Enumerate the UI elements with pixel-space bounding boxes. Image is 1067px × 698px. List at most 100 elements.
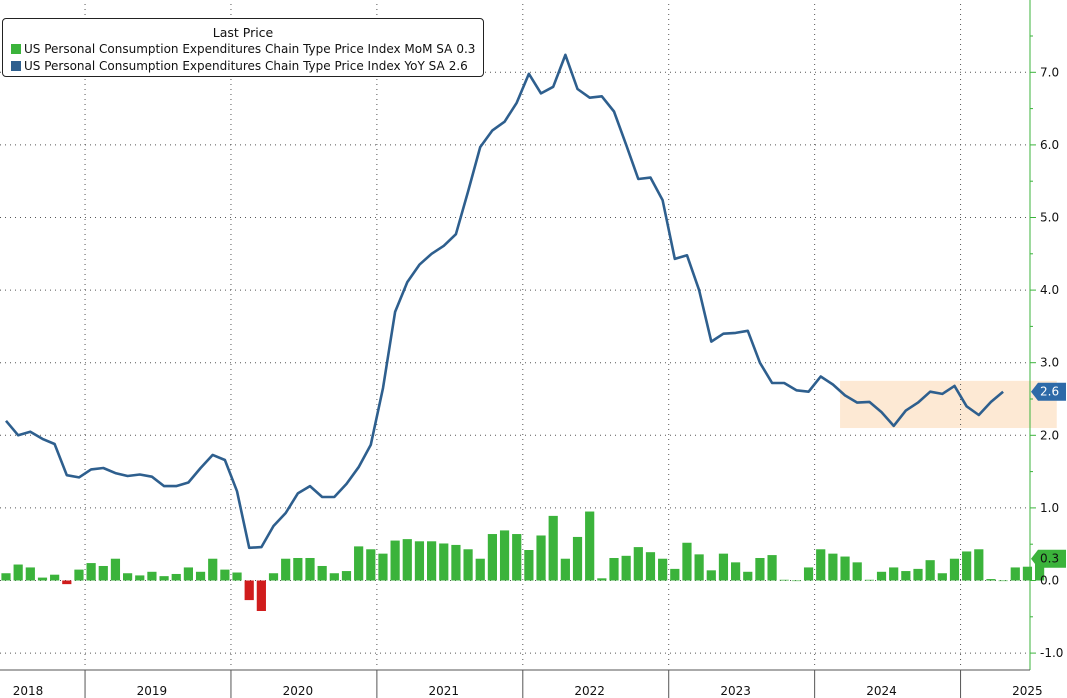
x-tick-label-2023: 2023 bbox=[720, 684, 751, 698]
mom-bar-78 bbox=[949, 558, 960, 581]
legend-value-mom: 0.3 bbox=[456, 42, 476, 56]
mom-bar-21 bbox=[256, 580, 266, 611]
mom-bar-47 bbox=[572, 536, 583, 581]
legend-entry-mom: US Personal Consumption Expenditures Cha… bbox=[11, 42, 475, 56]
mom-bar-85 bbox=[1035, 560, 1045, 581]
mom-bar-71 bbox=[864, 579, 874, 581]
mom-bar-69 bbox=[840, 556, 850, 581]
mom-bar-45 bbox=[548, 515, 558, 581]
y-tick-label-2: 1.0 bbox=[1040, 501, 1059, 515]
mom-bar-43 bbox=[524, 550, 534, 581]
x-tick-label-2021: 2021 bbox=[428, 684, 459, 698]
mom-bar-7 bbox=[86, 563, 96, 581]
x-tick-label-2020: 2020 bbox=[283, 684, 314, 698]
mom-bar-44 bbox=[536, 535, 546, 581]
mom-bar-53 bbox=[645, 552, 656, 581]
mom-bar-30 bbox=[366, 549, 376, 581]
mom-bar-74 bbox=[901, 571, 911, 581]
mom-bar-64 bbox=[779, 579, 789, 581]
mom-bar-32 bbox=[390, 540, 400, 581]
mom-bar-49 bbox=[597, 578, 607, 581]
mom-bar-83 bbox=[1010, 567, 1020, 581]
mom-bar-70 bbox=[852, 562, 862, 581]
mom-bar-84 bbox=[1022, 566, 1033, 581]
mom-bar-39 bbox=[475, 558, 485, 581]
mom-bar-2 bbox=[25, 567, 35, 581]
mom-bar-6 bbox=[74, 569, 84, 581]
mom-bar-17 bbox=[208, 558, 218, 581]
legend-label-yoy: US Personal Consumption Expenditures Cha… bbox=[24, 59, 445, 73]
mom-bar-29 bbox=[354, 546, 364, 581]
mom-bar-4 bbox=[50, 574, 60, 581]
mom-bar-42 bbox=[512, 534, 522, 581]
mom-bar-25 bbox=[305, 557, 315, 581]
mom-bar-72 bbox=[876, 571, 887, 581]
mom-bar-66 bbox=[803, 567, 814, 581]
mom-bar-73 bbox=[889, 567, 899, 581]
mom-bar-0 bbox=[1, 573, 11, 581]
mom-bar-1 bbox=[13, 564, 23, 581]
mom-bar-52 bbox=[633, 547, 643, 581]
mom-bar-57 bbox=[694, 554, 704, 581]
mom-bar-10 bbox=[123, 573, 133, 581]
y-tick-label-4: 3.0 bbox=[1040, 356, 1059, 370]
legend-title: Last Price bbox=[212, 25, 274, 40]
mom-bar-22 bbox=[268, 573, 279, 581]
mom-bar-81 bbox=[986, 579, 996, 581]
mom-bar-76 bbox=[925, 560, 935, 581]
mom-bar-82 bbox=[998, 580, 1008, 582]
mom-bar-9 bbox=[110, 558, 121, 581]
mom-bar-58 bbox=[706, 570, 716, 581]
mom-bar-40 bbox=[487, 534, 497, 581]
y-tick-label-8: 7.0 bbox=[1040, 65, 1059, 79]
mom-bar-20 bbox=[244, 580, 254, 601]
mom-last-value-tag-text: 0.3 bbox=[1040, 552, 1059, 566]
legend-label-mom: US Personal Consumption Expenditures Cha… bbox=[24, 42, 453, 56]
mom-bar-51 bbox=[621, 555, 631, 581]
x-tick-label-2024: 2024 bbox=[866, 684, 897, 698]
mom-bar-12 bbox=[147, 571, 157, 581]
y-tick-label-5: 4.0 bbox=[1040, 283, 1059, 297]
y-tick-label-0: -1.0 bbox=[1040, 646, 1063, 660]
mom-bar-26 bbox=[317, 565, 327, 581]
mom-bar-38 bbox=[463, 549, 473, 581]
mom-bar-11 bbox=[135, 575, 145, 581]
legend-entry-yoy: US Personal Consumption Expenditures Cha… bbox=[11, 59, 468, 73]
mom-bar-68 bbox=[828, 553, 838, 581]
mom-bar-75 bbox=[913, 568, 923, 581]
mom-bar-65 bbox=[791, 580, 801, 582]
y-tick-label-6: 5.0 bbox=[1040, 211, 1059, 225]
mom-bar-8 bbox=[98, 565, 108, 581]
mom-bar-67 bbox=[816, 549, 826, 581]
legend-value-yoy: 2.6 bbox=[448, 59, 468, 73]
mom-bar-55 bbox=[670, 568, 680, 581]
mom-last-value-tag-bg bbox=[1031, 549, 1066, 568]
mom-bar-61 bbox=[743, 571, 753, 581]
mom-bar-77 bbox=[937, 573, 947, 581]
y-tick-label-7: 6.0 bbox=[1040, 138, 1059, 152]
mom-bar-14 bbox=[171, 573, 181, 581]
mom-bar-3 bbox=[37, 577, 48, 581]
x-tick-label-2019: 2019 bbox=[137, 684, 168, 698]
mom-bar-62 bbox=[755, 557, 765, 581]
mom-bar-79 bbox=[962, 551, 972, 581]
mom-bar-35 bbox=[427, 541, 437, 581]
mom-bar-59 bbox=[718, 553, 729, 581]
mom-bar-19 bbox=[232, 572, 242, 581]
legend-swatch-yoy bbox=[11, 61, 21, 71]
mom-bar-28 bbox=[341, 571, 352, 581]
yoy-line bbox=[5, 53, 1004, 550]
mom-bar-63 bbox=[767, 555, 777, 581]
mom-bar-31 bbox=[378, 553, 388, 581]
mom-bar-27 bbox=[329, 573, 339, 581]
mom-bar-80 bbox=[974, 549, 984, 581]
mom-bar-37 bbox=[451, 544, 461, 581]
mom-bar-56 bbox=[682, 542, 692, 581]
legend-swatch-mom bbox=[11, 44, 21, 54]
x-tick-label-2025: 2025 bbox=[1012, 684, 1043, 698]
mom-bar-50 bbox=[609, 557, 619, 581]
mom-bar-24 bbox=[293, 557, 303, 581]
mom-bar-34 bbox=[414, 541, 425, 581]
mom-bar-13 bbox=[159, 576, 169, 581]
